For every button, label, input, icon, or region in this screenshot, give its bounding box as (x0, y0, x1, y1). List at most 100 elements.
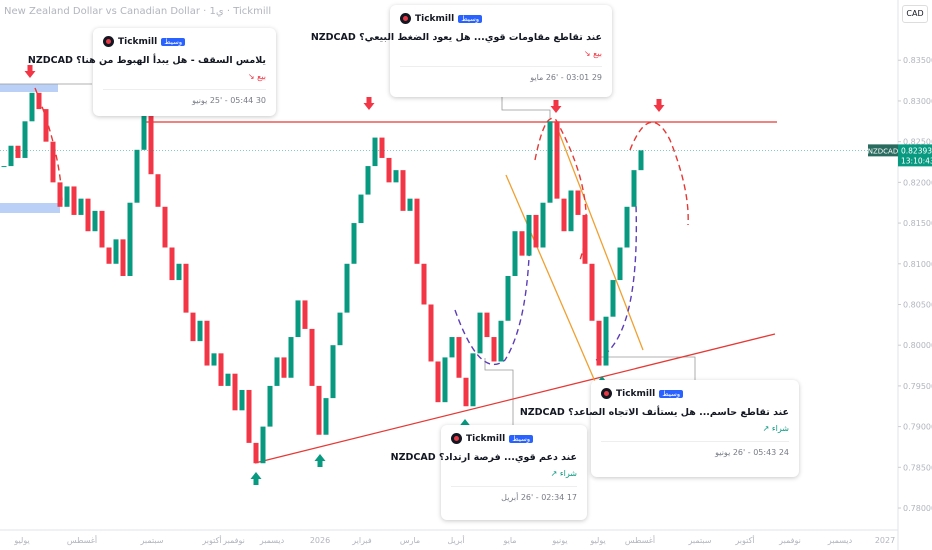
time-label: مايو (502, 536, 516, 545)
candle (43, 109, 49, 142)
candle (169, 247, 175, 281)
idea-card[interactable]: Tickmill وسيط عند تقاطع حاسم... هل يستأنف… (519, 380, 799, 477)
candle (267, 385, 273, 427)
logo (451, 433, 462, 444)
time-label: 2026 (310, 536, 330, 545)
time-label: فبراير (351, 536, 372, 545)
time-label: يوليو (13, 536, 29, 545)
candle (519, 231, 525, 256)
candle (596, 320, 602, 366)
idea-card[interactable]: Tickmill وسيط عند تقاطع مقاومات قوي... هل… (311, 5, 612, 97)
price-tag-text: 0.82393 (901, 146, 932, 155)
time-label: نوفمبر (222, 536, 245, 545)
time-label: يوليو (589, 536, 605, 545)
badge: وسيط (509, 434, 534, 443)
candle (155, 174, 161, 207)
card-header: Tickmill وسيط (451, 433, 577, 444)
candle (239, 389, 245, 411)
candle (372, 137, 378, 167)
candle (344, 263, 350, 313)
candle (603, 316, 609, 366)
candle (134, 149, 140, 203)
connector (484, 358, 514, 425)
countdown: 13:10:43 (901, 156, 932, 165)
card-header: Tickmill وسيط (103, 36, 266, 47)
candle (505, 275, 511, 321)
candle (295, 300, 301, 338)
badge: وسيط (659, 389, 684, 398)
channel-line (505, 174, 604, 401)
candle (22, 121, 28, 158)
candle (141, 113, 147, 150)
author: Tickmill (118, 36, 158, 47)
currency-button[interactable]: CAD (902, 5, 928, 23)
candle (225, 373, 231, 386)
candle (407, 198, 413, 211)
candle (484, 312, 490, 338)
candle (351, 223, 357, 264)
candle (575, 190, 581, 215)
candle (36, 92, 42, 110)
logo (103, 36, 114, 47)
candle (491, 337, 497, 362)
idea-date: 30 05:44 - '25 يونيو (103, 89, 266, 105)
candle (428, 304, 434, 362)
candle (617, 247, 623, 281)
idea-title: عند تقاطع حاسم... هل يستأنف الاتجاه الصا… (519, 407, 789, 418)
buy-arrow (250, 472, 262, 485)
sell-arrow (653, 99, 665, 112)
candle (211, 353, 217, 366)
candle (302, 300, 308, 329)
candle (8, 145, 14, 167)
candle (92, 210, 98, 232)
badge: وسيط (458, 14, 483, 23)
idea-card[interactable]: Tickmill وسيط عند دعم قوي... فرصة ارتداد؟… (391, 425, 587, 520)
candle (631, 170, 637, 207)
signal: شراء ↗ (762, 424, 789, 433)
candle (15, 145, 21, 158)
candle (218, 353, 224, 386)
candle (106, 247, 112, 264)
buy-arrow (314, 454, 326, 467)
time-label: أبريل (447, 535, 464, 545)
time-label: أغسطس (625, 535, 655, 545)
candle (533, 214, 539, 248)
symbol-title: New Zealand Dollar vs Canadian Dollar · … (4, 6, 272, 17)
candle (64, 186, 70, 207)
zone (0, 203, 60, 213)
candle (624, 206, 630, 248)
candle (470, 353, 476, 407)
candle (512, 231, 518, 276)
candle (246, 389, 252, 443)
card-header: Tickmill وسيط (601, 388, 789, 399)
projection (629, 121, 689, 226)
zone (0, 84, 58, 92)
support-line (254, 333, 776, 464)
time-label: ديسمبر (827, 536, 853, 545)
author: Tickmill (616, 388, 656, 399)
candle (71, 186, 77, 215)
time-label: ديسمبر (259, 536, 285, 545)
sell-arrow (24, 65, 36, 78)
candle (78, 198, 84, 215)
candle (330, 345, 336, 399)
candle (477, 312, 483, 354)
candle (589, 263, 595, 321)
candle (337, 312, 343, 346)
candle (393, 170, 399, 183)
idea-card[interactable]: Tickmill وسيط يلامس السقف - هل يبدأ الهبو… (28, 28, 276, 116)
logo (400, 13, 411, 24)
projection (454, 219, 531, 366)
channel-line (554, 121, 644, 351)
candle (148, 113, 154, 175)
candle (414, 198, 420, 264)
author: Tickmill (415, 13, 455, 24)
